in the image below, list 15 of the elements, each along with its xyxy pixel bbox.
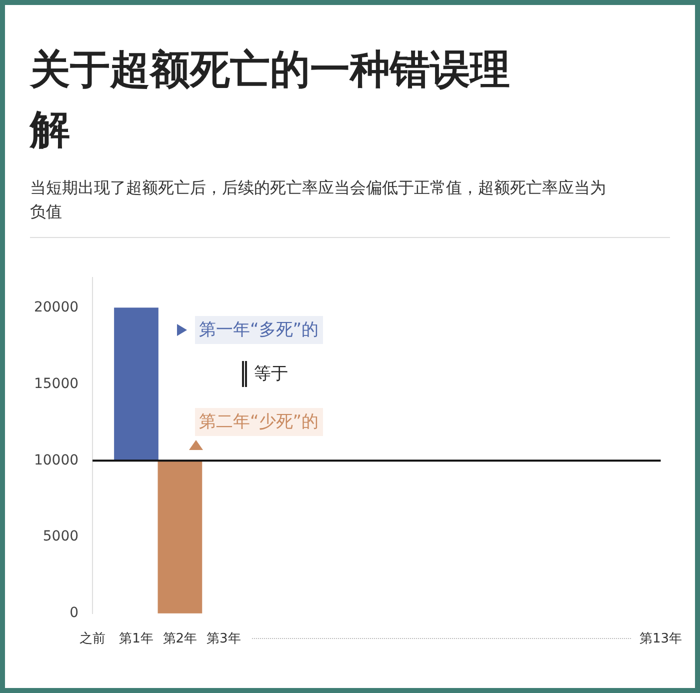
y-tick-label: 0: [70, 605, 79, 622]
y-tick-label: 15000: [34, 376, 79, 392]
y-tick-label: 5000: [42, 528, 79, 545]
annotation: 第一年“多死”的: [195, 316, 323, 344]
x-tick-label: 第1年: [119, 632, 154, 647]
chart-subtitle: 当短期出现了超额死亡后，后续的死亡率应当会偏低于正常值，超额死亡率应当为负值: [30, 177, 607, 223]
annotation: 等于: [253, 363, 289, 386]
x-tick-label: 第2年: [162, 632, 198, 647]
annotation: 第二年“少死”的: [195, 408, 323, 436]
y-tick-label: 20000: [34, 300, 79, 316]
x-tick-label: 第3年: [206, 632, 241, 647]
x-tick-label: 第13年: [639, 632, 682, 647]
chart-title: 关于超额死亡的一种错误理解: [30, 46, 511, 155]
x-tick-label: 之前: [80, 632, 106, 647]
y-tick-label: 10000: [34, 452, 79, 468]
